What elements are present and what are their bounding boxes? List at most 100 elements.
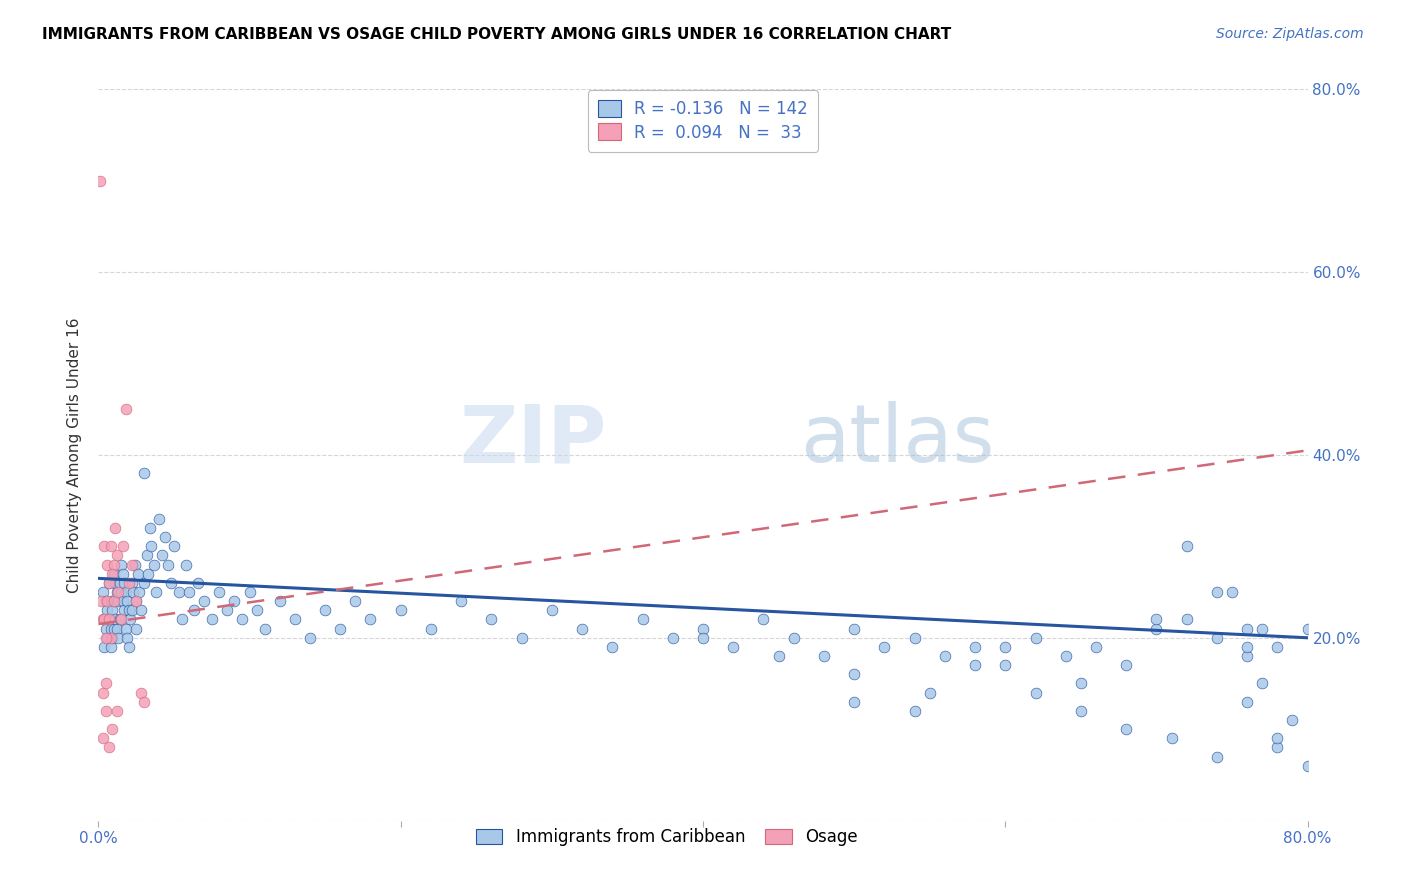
Point [124, 558, 146, 572]
Point [904, 631, 927, 645]
Point [94, 704, 117, 718]
Point [752, 613, 775, 627]
Point [965, 658, 987, 673]
Point [110, 613, 132, 627]
Point [193, 594, 215, 608]
Point [1024, 631, 1046, 645]
Point [122, 585, 145, 599]
Point [994, 640, 1017, 654]
Point [110, 613, 132, 627]
Point [1144, 622, 1167, 636]
Point [94, 622, 117, 636]
Point [344, 594, 367, 608]
Point [1296, 622, 1319, 636]
Point [153, 530, 176, 544]
Point [768, 649, 790, 664]
Point [96, 631, 118, 645]
Point [253, 622, 276, 636]
Point [1175, 613, 1198, 627]
Point [108, 613, 131, 627]
Point [98, 740, 121, 755]
Point [132, 466, 155, 480]
Point [115, 631, 138, 645]
Point [112, 576, 135, 591]
Point [93, 539, 115, 553]
Point [179, 585, 201, 599]
Point [110, 585, 132, 599]
Point [103, 566, 125, 581]
Point [783, 631, 806, 645]
Point [224, 594, 246, 608]
Point [100, 622, 122, 636]
Point [129, 603, 152, 617]
Point [1296, 758, 1319, 772]
Point [103, 594, 125, 608]
Point [121, 603, 143, 617]
Point [105, 622, 128, 636]
Point [1281, 713, 1303, 727]
Point [246, 603, 269, 617]
Point [994, 658, 1017, 673]
Point [174, 558, 197, 572]
Point [145, 585, 167, 599]
Point [98, 576, 121, 591]
Point [128, 585, 150, 599]
Point [111, 594, 134, 608]
Point [91, 731, 114, 746]
Point [844, 667, 866, 681]
Point [1267, 740, 1289, 755]
Point [1236, 640, 1258, 654]
Point [1115, 723, 1137, 737]
Point [111, 539, 134, 553]
Point [98, 613, 121, 627]
Point [1206, 749, 1229, 764]
Point [1267, 731, 1289, 746]
Point [118, 576, 141, 591]
Point [93, 613, 115, 627]
Point [934, 649, 956, 664]
Point [118, 603, 141, 617]
Point [112, 603, 135, 617]
Point [1206, 585, 1229, 599]
Point [114, 622, 136, 636]
Point [150, 549, 173, 563]
Point [148, 512, 170, 526]
Point [160, 576, 183, 591]
Point [1251, 622, 1274, 636]
Point [1085, 640, 1108, 654]
Point [143, 558, 166, 572]
Point [90, 594, 112, 608]
Point [141, 539, 163, 553]
Point [132, 695, 155, 709]
Point [284, 613, 307, 627]
Point [540, 603, 562, 617]
Text: Source: ZipAtlas.com: Source: ZipAtlas.com [1216, 27, 1364, 41]
Point [110, 558, 132, 572]
Point [510, 631, 533, 645]
Point [844, 622, 866, 636]
Point [1144, 613, 1167, 627]
Point [692, 622, 714, 636]
Text: ZIP: ZIP [458, 401, 606, 479]
Point [299, 631, 322, 645]
Point [107, 585, 129, 599]
Point [111, 566, 134, 581]
Point [105, 704, 128, 718]
Point [101, 566, 124, 581]
Point [1115, 658, 1137, 673]
Point [101, 631, 124, 645]
Point [100, 640, 122, 654]
Point [93, 640, 115, 654]
Point [170, 613, 193, 627]
Point [103, 594, 125, 608]
Point [1236, 622, 1258, 636]
Point [1175, 539, 1198, 553]
Point [389, 603, 412, 617]
Point [1054, 649, 1077, 664]
Point [103, 558, 125, 572]
Point [918, 686, 941, 700]
Point [100, 539, 122, 553]
Point [132, 576, 155, 591]
Point [94, 676, 117, 690]
Point [692, 631, 714, 645]
